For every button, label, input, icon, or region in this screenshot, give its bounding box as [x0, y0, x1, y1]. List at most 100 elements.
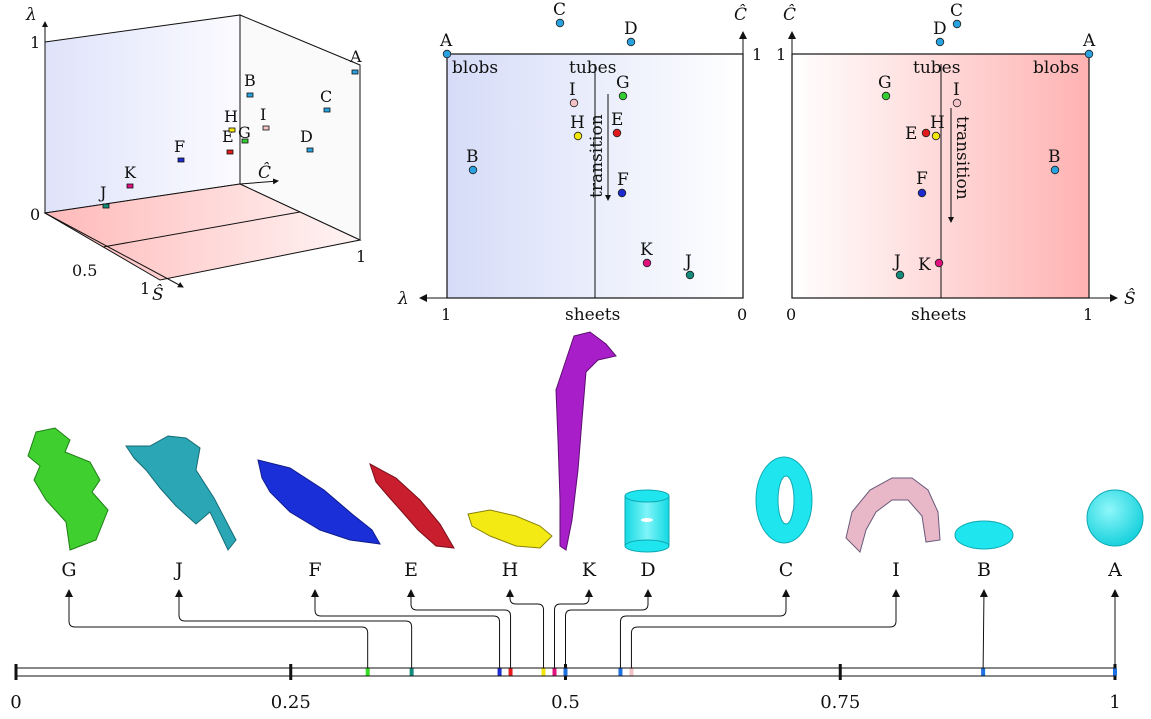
cube-point-k [126, 183, 134, 189]
cube-axis-lambda-label: λ [25, 5, 37, 25]
scale-marker-i [629, 668, 634, 676]
plot-lambda-point-label-a: A [439, 31, 453, 51]
plot-lambda-point-a [442, 49, 452, 59]
cube-point-label-a: A [349, 47, 362, 66]
plot-lambda-point-label-f: F [617, 170, 629, 190]
cube-tick-s-1: 1 [140, 279, 150, 298]
cube-back-wall [44, 14, 241, 214]
shape-label-f: F [308, 559, 321, 581]
cube-point-a [351, 69, 359, 75]
plot-s-point-i [952, 98, 962, 108]
shape-f-blue-sheet [257, 459, 381, 545]
plot-s-blobs: blobs [1033, 58, 1079, 78]
plot-lambda-point-g [618, 91, 628, 101]
plot-lambda-point-d [626, 37, 636, 47]
plot-s-point-d [935, 37, 945, 47]
scale-link-b [979, 589, 988, 669]
plot-s-point-h [931, 131, 941, 141]
scale-marker-j [409, 668, 414, 676]
cube-point-e [226, 149, 234, 155]
cube-point-g [241, 138, 249, 144]
plot-lambda: transition blobs tubes sheets λ Ĉ 1 0 1 … [397, 0, 762, 325]
plot-s-transition-label: transition [952, 116, 972, 200]
cube-point-label-b: B [244, 71, 256, 90]
cube-points: A B C D E F GH I JK [98, 47, 362, 209]
plot-lambda-tick-y-top: 1 [752, 45, 762, 64]
plot-lambda-point-label-c: C [553, 0, 566, 20]
plot-s-point-label-f: F [916, 169, 928, 189]
cube-point-label-k: K [124, 163, 137, 182]
plot-lambda-point-label-b: B [466, 147, 479, 167]
plot-s-points: A B CD E F G HI J K [878, 1, 1096, 280]
cube-point-label-e: E [222, 127, 234, 146]
plot-lambda-tick-x-right: 0 [737, 305, 747, 324]
cube-point-label-j: J [98, 183, 106, 202]
plot-s-tubes: tubes [913, 58, 960, 78]
scale-tick-label: 0.5 [551, 692, 580, 713]
shape-j-teal-surface [125, 435, 237, 551]
scale-link-e [407, 589, 512, 668]
plot-lambda-point-i [569, 98, 579, 108]
shape-i-pink-tube [845, 477, 941, 553]
plot-s-point-label-i: I [953, 80, 960, 100]
cube-point-i [262, 125, 270, 131]
cube-tick-lambda-0: 0 [30, 205, 40, 224]
scale-tick-label: 0 [10, 692, 21, 713]
scale-tick-label: 1 [1109, 692, 1120, 713]
cube-axis-c-label: Ĉ [258, 162, 271, 183]
shape-label-i: I [892, 559, 900, 581]
cube-point-label-f: F [174, 137, 185, 156]
plot-lambda-x-label: λ [397, 289, 409, 309]
cube-floor-midline [102, 211, 301, 248]
plot-s-tick-x-right: 1 [1083, 305, 1093, 324]
shape-label-e: E [404, 559, 418, 581]
plot-lambda-point-e [612, 128, 622, 138]
plot-s-point-f [917, 188, 927, 198]
plot-lambda-point-j [685, 270, 695, 280]
cube-axis-c [239, 178, 279, 185]
plot-s-point-j [895, 270, 905, 280]
shape-k-purple-spike [555, 331, 617, 551]
scale-link-h [506, 589, 545, 668]
plot-lambda-point-label-i: I [569, 80, 576, 100]
scale-marker-g [365, 668, 370, 676]
shapes-row [27, 331, 1144, 553]
cube-point-c [323, 107, 331, 113]
plot-lambda-tick-x-left: 1 [441, 305, 451, 324]
cube-point-h [228, 127, 236, 133]
plot-s-point-b [1050, 165, 1060, 175]
plot-lambda-sheets: sheets [565, 305, 620, 325]
plot-s-point-label-j: J [892, 252, 901, 272]
plot-lambda-point-k [642, 258, 652, 268]
plot-s-point-label-k: K [918, 255, 931, 275]
scale-marker-k [552, 668, 557, 676]
plot-lambda-point-h [573, 131, 583, 141]
scale-link-g [65, 589, 369, 668]
shape-label-a: A [1107, 559, 1122, 581]
cube-floor [43, 183, 362, 281]
plot-lambda-transition-label: transition [587, 114, 607, 198]
plot-s-point-label-h: H [930, 113, 945, 133]
plot-s-point-e [921, 128, 931, 138]
shape-label-d: D [640, 559, 655, 581]
scale-marker-e [508, 668, 513, 676]
plot-lambda-point-label-g: G [616, 73, 630, 93]
scale-link-d [565, 589, 652, 668]
plot-s-x-label: Ŝ [1124, 288, 1136, 309]
cube-tick-lambda-1: 1 [30, 33, 40, 52]
shape-h-yellow-sheet [467, 509, 553, 549]
cube-point-b [246, 92, 254, 98]
cube-plot: λ 1 0 Ĉ 1 Ŝ 0.5 1 A B C D E F GH I JK [25, 5, 366, 305]
plot-s-point-label-g: G [878, 73, 892, 93]
plot-s: transition blobs tubes sheets Ŝ Ĉ 0 1 1 … [776, 1, 1136, 325]
plot-lambda-point-label-e: E [611, 110, 623, 130]
shape-a-sphere [1086, 489, 1144, 547]
cube-point-label-c: C [320, 87, 332, 106]
plot-s-point-a [1084, 49, 1094, 59]
plot-s-point-c [952, 19, 962, 29]
scale-marker-d [563, 668, 568, 676]
plot-lambda-point-f [617, 188, 627, 198]
cube-tick-c-1: 1 [356, 247, 366, 266]
